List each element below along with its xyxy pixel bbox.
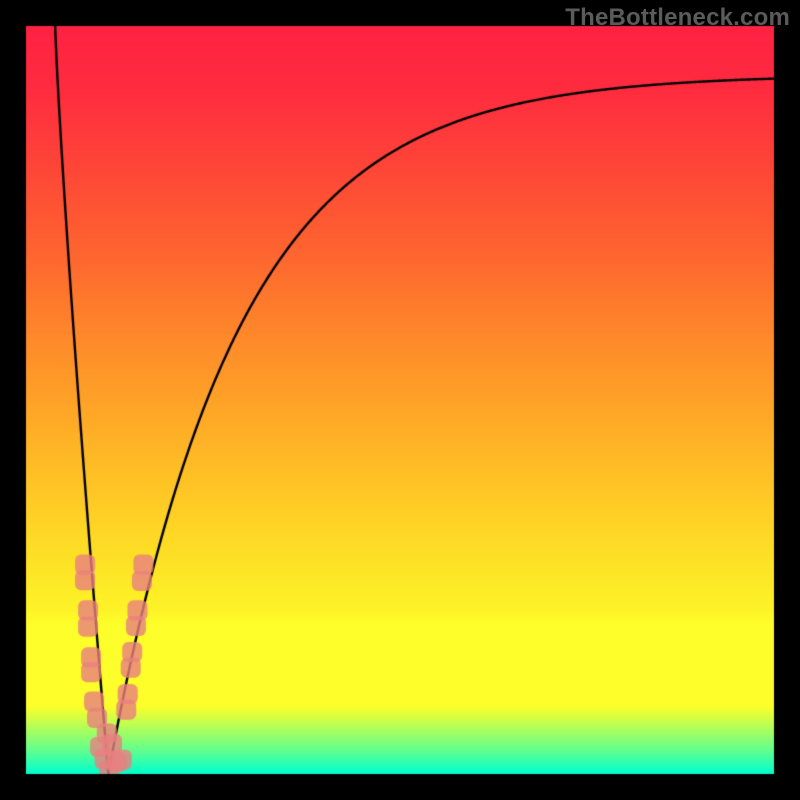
chart-root: TheBottleneck.com [0,0,800,800]
watermark-text: TheBottleneck.com [565,4,790,32]
bottleneck-chart-canvas [0,0,800,800]
